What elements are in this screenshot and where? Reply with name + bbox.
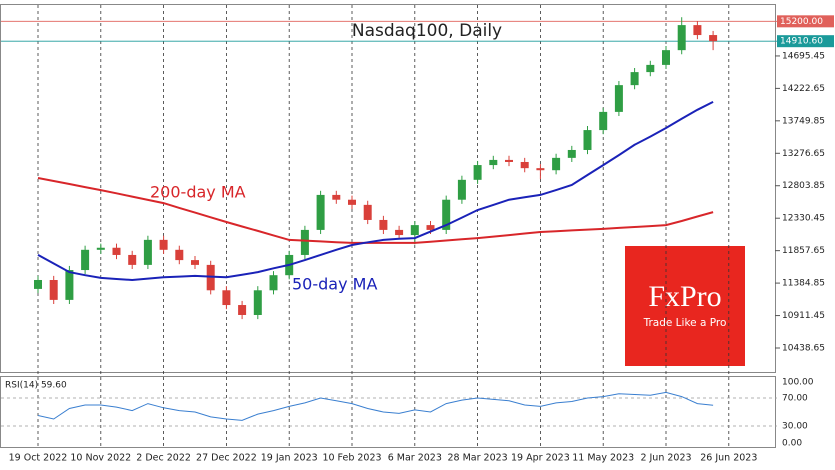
candle-body: [552, 157, 561, 171]
series-label: 200-day MA: [150, 183, 246, 202]
candle-body: [363, 204, 372, 220]
logo-brand: FxPro: [648, 280, 721, 313]
y-tick-label: 10438.65: [782, 344, 825, 354]
candle-body: [238, 305, 247, 315]
ma-line: [37, 177, 714, 244]
x-tick-label: 27 Dec 2022: [196, 453, 257, 464]
x-tick-label: 11 May 2023: [572, 453, 634, 464]
x-tick-label: 28 Mar 2023: [447, 453, 507, 464]
level-box: [777, 35, 834, 48]
level-label: 14910.60: [780, 37, 823, 47]
rsi-tick-label: 70.00: [782, 394, 808, 404]
candle-body: [567, 149, 576, 158]
chart-title: Nasdaq100, Daily: [352, 21, 502, 41]
y-tick-label: 12803.85: [782, 181, 825, 191]
y-tick-label: 13749.85: [782, 116, 825, 126]
candle-body: [112, 247, 121, 255]
candle-body: [442, 199, 451, 230]
x-tick-label: 19 Oct 2022: [9, 453, 68, 464]
candle-body: [143, 239, 152, 265]
candle-body: [332, 194, 341, 200]
x-tick-label: 6 Mar 2023: [388, 453, 442, 464]
candle-body: [489, 159, 498, 166]
series-label: 50-day MA: [292, 275, 377, 294]
x-tick-label: 26 Jun 2023: [700, 453, 757, 464]
candle-body: [379, 219, 388, 230]
ma-line: [37, 101, 714, 282]
rsi-tick-label: 0.00: [782, 439, 802, 449]
candle-body: [49, 279, 58, 300]
y-tick-label: 14695.45: [782, 51, 825, 61]
candle-body: [536, 168, 545, 171]
y-tick-label: 14222.65: [782, 84, 825, 94]
candle-body: [520, 161, 529, 169]
rsi-tick-label: 100.00: [782, 378, 814, 388]
candle-body: [128, 254, 137, 265]
rsi-label: RSI(14) 59.60: [5, 381, 67, 391]
candle-body: [222, 290, 231, 306]
y-tick-label: 12330.45: [782, 214, 825, 224]
x-tick-label: 10 Nov 2022: [70, 453, 131, 464]
rsi-line: [37, 391, 714, 421]
candle-body: [583, 130, 592, 150]
candle-body: [300, 229, 309, 255]
y-tick-label: 13276.65: [782, 149, 825, 159]
candle-body: [614, 85, 623, 112]
candle-body: [630, 72, 639, 86]
candle-body: [348, 199, 356, 205]
logo-box: [625, 246, 745, 366]
candle-body: [395, 229, 404, 236]
level-label: 15200.00: [780, 17, 823, 27]
candle-body: [599, 111, 608, 131]
candle-body: [693, 25, 702, 36]
candle-body: [34, 279, 42, 289]
candle-body: [505, 159, 513, 162]
y-tick-label: 11857.65: [782, 246, 825, 256]
x-tick-label: 2 Dec 2022: [136, 453, 191, 464]
x-tick-label: 10 Feb 2023: [322, 453, 381, 464]
candle-body: [457, 179, 466, 200]
candle-body: [253, 290, 262, 315]
candle-body: [175, 249, 184, 261]
candle-body: [677, 25, 686, 51]
x-tick-label: 19 Apr 2023: [511, 453, 570, 464]
candle-body: [191, 260, 199, 265]
candle-body: [65, 270, 74, 300]
candle-body: [426, 225, 435, 230]
main-frame: [0, 4, 776, 373]
y-tick-label: 10911.45: [782, 311, 825, 321]
candle-body: [709, 35, 718, 42]
x-tick-label: 2 Jun 2023: [640, 453, 691, 464]
candle-body: [410, 225, 419, 236]
candle-body: [316, 194, 325, 230]
candle-body: [646, 64, 655, 73]
candle-body: [473, 165, 482, 180]
logo-tagline: Trade Like a Pro: [643, 317, 727, 329]
candle-body: [96, 247, 105, 250]
candle-body: [81, 249, 90, 271]
rsi-tick-label: 30.00: [782, 422, 808, 432]
y-tick-label: 11384.85: [782, 279, 825, 289]
x-tick-label: 19 Jan 2023: [261, 453, 318, 464]
candle-body: [269, 275, 278, 291]
candle-body: [159, 239, 168, 250]
level-box: [777, 15, 834, 28]
candle-body: [662, 50, 670, 65]
rsi-frame: [0, 376, 776, 448]
